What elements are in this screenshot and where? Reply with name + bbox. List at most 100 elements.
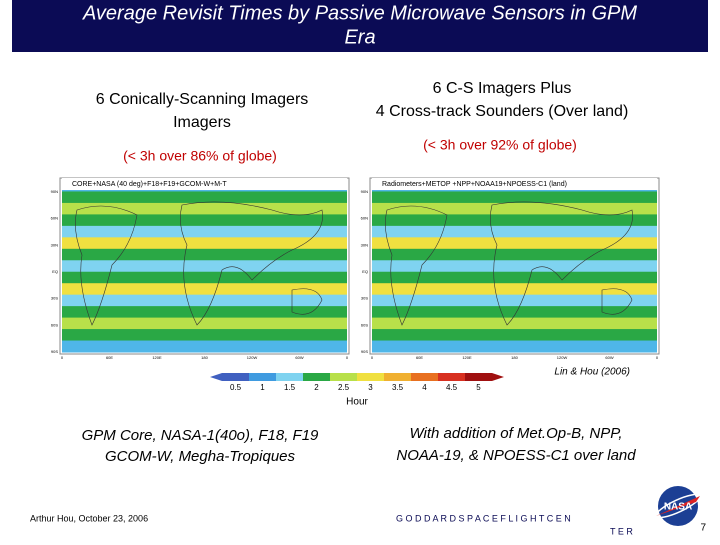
map-band xyxy=(372,260,657,273)
map-band xyxy=(62,294,347,307)
left-caption: GPM Core, NASA-1(40o), F18, F19 xyxy=(82,427,319,444)
lon-label: 120E xyxy=(152,355,162,360)
colorbar-tick-label: 3.5 xyxy=(392,383,404,392)
colorbar-segment xyxy=(384,373,411,381)
lat-label: 90S xyxy=(361,349,368,354)
map-band xyxy=(62,191,347,204)
title-bar xyxy=(12,0,708,52)
map-band xyxy=(62,317,347,330)
colorbar-tick-label: 2.5 xyxy=(338,383,350,392)
map-band xyxy=(62,271,347,284)
right-heading: 4 Cross-track Sounders (Over land) xyxy=(376,103,629,120)
lat-label: 60S xyxy=(361,322,368,327)
left-heading: 6 Conically-Scanning Imagers xyxy=(96,91,309,108)
lat-label: 30S xyxy=(51,296,58,301)
map-band xyxy=(62,237,347,250)
map-band xyxy=(372,283,657,296)
continent xyxy=(291,288,323,315)
map-band xyxy=(62,306,347,319)
left-heading: Imagers xyxy=(173,114,231,131)
continent xyxy=(601,288,633,315)
lon-label: 60E xyxy=(416,355,423,360)
colorbar-tick-label: 4 xyxy=(422,383,427,392)
map-band xyxy=(372,329,657,342)
lat-label: 30N xyxy=(51,242,58,247)
continent xyxy=(490,201,633,326)
lon-label: 120E xyxy=(462,355,472,360)
lat-label: EQ xyxy=(362,269,368,274)
map-header xyxy=(62,178,347,190)
right-heading: 6 C-S Imagers Plus xyxy=(433,80,572,97)
page-number: 7 xyxy=(700,523,706,534)
lon-label: 180 xyxy=(511,355,518,360)
colorbar-segment xyxy=(357,373,384,381)
colorbar-arrow xyxy=(492,373,504,381)
map-band xyxy=(62,202,347,215)
map-band xyxy=(62,225,347,238)
colorbar-segment xyxy=(330,373,357,381)
left-caption: GCOM-W, Megha-Tropiques xyxy=(105,448,296,465)
colorbar-tick-label: 1 xyxy=(260,383,265,392)
map-band xyxy=(62,283,347,296)
colorbar-segment xyxy=(222,373,249,381)
lon-label: 0 xyxy=(61,355,64,360)
colorbar-tick-label: 5 xyxy=(476,383,481,392)
lat-label: 90N xyxy=(361,189,368,194)
map-band xyxy=(62,214,347,227)
map-band xyxy=(372,317,657,330)
lat-label: 30S xyxy=(361,296,368,301)
lon-label: 180 xyxy=(201,355,208,360)
map-band xyxy=(62,260,347,273)
map-band xyxy=(372,294,657,307)
footer-center: T E R xyxy=(610,526,633,536)
colorbar-arrow xyxy=(210,373,222,381)
map-title: Radiometers+METOP +NPP+NOAA19+NPOESS-C1 … xyxy=(382,181,567,188)
lat-label: 30N xyxy=(361,242,368,247)
lon-label: 0 xyxy=(371,355,374,360)
map-band xyxy=(372,202,657,215)
lat-label: 90S xyxy=(51,349,58,354)
lon-label: 120W xyxy=(557,355,568,360)
map-title: CORE+NASA (40 deg)+F18+F19+GCOM-W+M-T xyxy=(72,181,227,188)
colorbar-segment xyxy=(276,373,303,381)
map-band xyxy=(62,248,347,261)
lon-label: 60W xyxy=(605,355,613,360)
lon-label: 60E xyxy=(106,355,113,360)
continent xyxy=(75,205,138,326)
citation: Lin & Hou (2006) xyxy=(554,367,630,378)
map-band xyxy=(62,340,347,353)
map-band xyxy=(372,191,657,204)
map-band xyxy=(372,248,657,261)
maps: CORE+NASA (40 deg)+F18+F19+GCOM-W+M-T 90N… xyxy=(51,177,660,360)
title: Era xyxy=(344,26,375,48)
continent xyxy=(180,201,323,326)
colorbar-tick-label: 2 xyxy=(314,383,319,392)
lat-label: 90N xyxy=(51,189,58,194)
colorbar-segment xyxy=(303,373,330,381)
colorbar-tick-label: 4.5 xyxy=(446,383,458,392)
footer-author: Arthur Hou, October 23, 2006 xyxy=(30,513,148,523)
map-header xyxy=(372,178,657,190)
nasa-logo: NASA xyxy=(655,486,701,526)
colorbar-tick-label: 1.5 xyxy=(284,383,296,392)
colorbar: 0.5 1 1.5 2 2.5 3 3.5 4 4.5 5 xyxy=(210,373,504,392)
map-band xyxy=(372,225,657,238)
continent xyxy=(385,205,448,326)
map-band xyxy=(372,340,657,353)
lat-label: EQ xyxy=(52,269,58,274)
colorbar-tick-label: 3 xyxy=(368,383,373,392)
colorbar-segment xyxy=(411,373,438,381)
map-band xyxy=(372,271,657,284)
lat-label: 60N xyxy=(361,216,368,221)
right-caption: NOAA-19, & NPOESS-C1 over land xyxy=(396,447,636,464)
colorbar-segment xyxy=(465,373,492,381)
left-coverage: (< 3h over 86% of globe) xyxy=(123,148,277,164)
lat-label: 60N xyxy=(51,216,58,221)
colorbar-segment xyxy=(438,373,465,381)
lat-label: 60S xyxy=(51,322,58,327)
lon-label: 60W xyxy=(295,355,303,360)
map-band xyxy=(372,214,657,227)
right-coverage: (< 3h over 92% of globe) xyxy=(423,137,577,153)
lon-label: 0 xyxy=(656,355,659,360)
